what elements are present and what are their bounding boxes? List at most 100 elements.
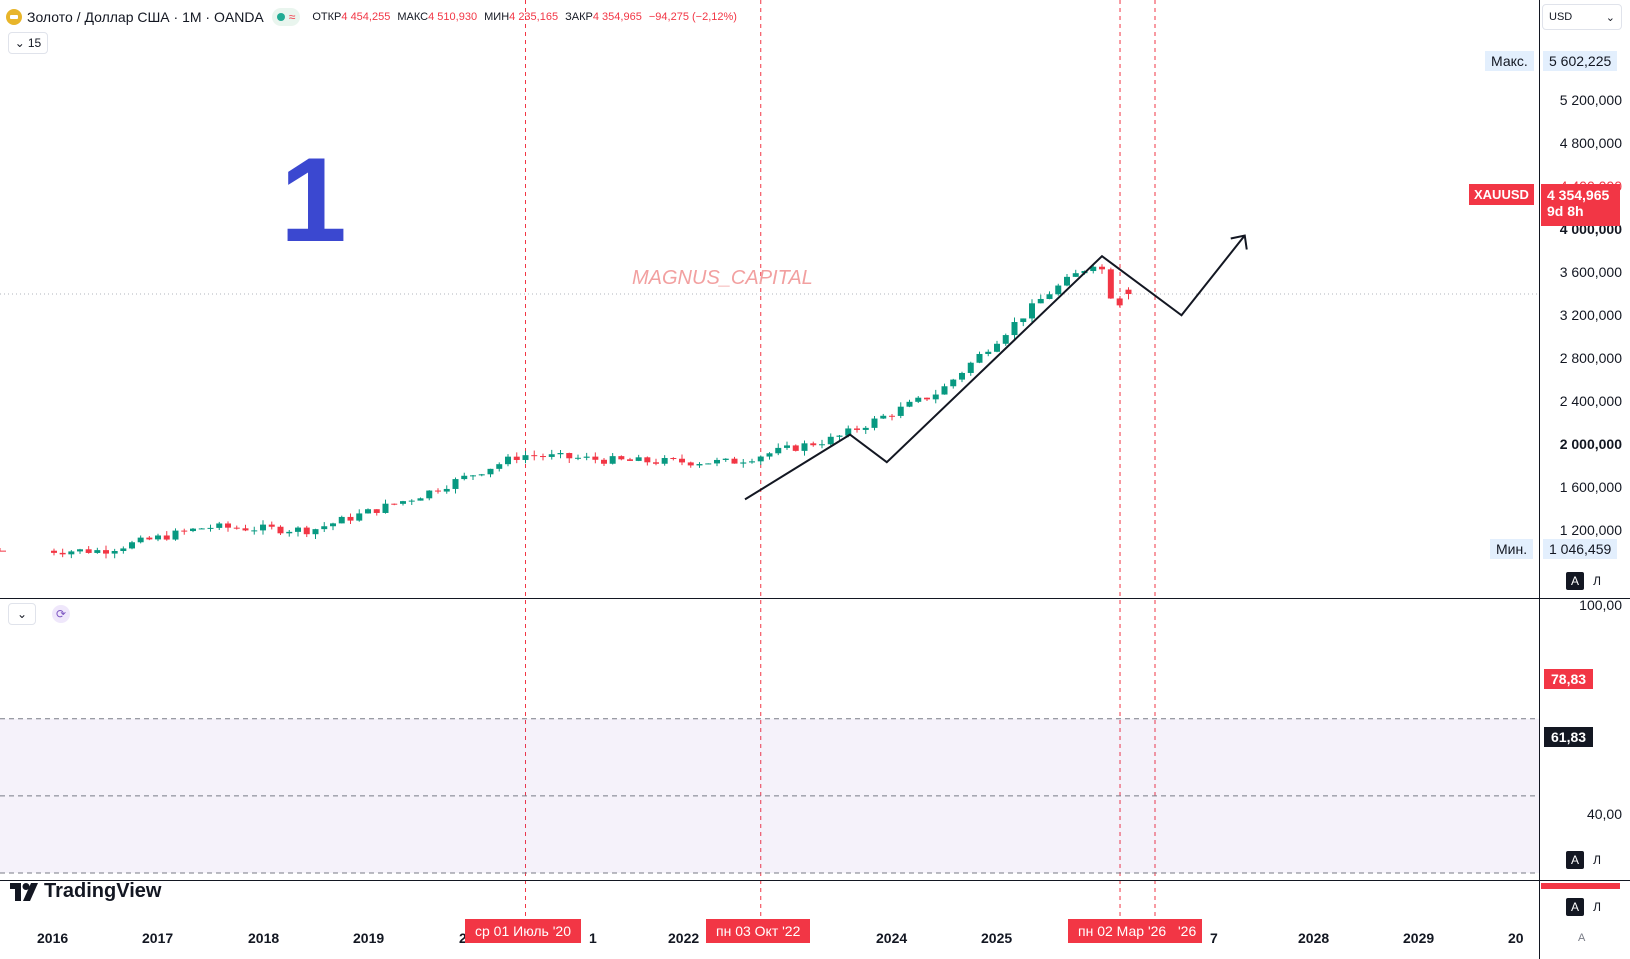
candle-body bbox=[836, 435, 843, 437]
candle-body bbox=[792, 445, 799, 451]
change-value: −94,275 (−2,12%) bbox=[648, 11, 737, 23]
candle-body bbox=[566, 453, 573, 459]
data-delay-icon: ≈ bbox=[288, 10, 296, 24]
symbol-price-tag: XAUUSD bbox=[1469, 184, 1534, 205]
candle-body bbox=[77, 549, 83, 552]
chart-canvas[interactable] bbox=[0, 0, 1540, 959]
price-tick: 1 200,000 bbox=[1559, 522, 1622, 538]
candle-body bbox=[915, 397, 922, 402]
rsi-collapse-button[interactable]: ⌄ bbox=[8, 603, 36, 625]
candle-body bbox=[757, 456, 764, 462]
candle-body bbox=[592, 456, 599, 460]
candles bbox=[0, 264, 1132, 559]
market-status-badge[interactable]: ≈ bbox=[271, 8, 301, 26]
candle-body bbox=[897, 406, 904, 416]
refresh-icon[interactable]: ⟳ bbox=[52, 605, 70, 623]
candle-body bbox=[1064, 276, 1070, 286]
year-tick: 2022 bbox=[668, 930, 700, 946]
candle-body bbox=[426, 490, 433, 499]
candle-body bbox=[242, 528, 249, 531]
candle-body bbox=[810, 443, 817, 446]
rsi-ma-value-tag: 78,83 bbox=[1544, 669, 1594, 689]
candle-body bbox=[461, 475, 468, 480]
candle-body bbox=[373, 509, 380, 513]
candle-body bbox=[452, 479, 459, 489]
rsi-auto-scale-button[interactable]: A bbox=[1566, 851, 1584, 869]
volume-log-scale-button[interactable]: Л bbox=[1593, 900, 1601, 914]
candle-body bbox=[225, 523, 231, 528]
candle-body bbox=[1116, 298, 1123, 306]
volume-auto-scale-button[interactable]: A bbox=[1566, 898, 1584, 916]
price-tick: 3 200,000 bbox=[1559, 307, 1622, 323]
candle-body bbox=[1055, 285, 1062, 295]
year-tick: 20 bbox=[1508, 930, 1524, 946]
watermark-text: MAGNUS_CAPITAL bbox=[632, 267, 813, 289]
candle-body bbox=[731, 458, 738, 464]
candle-body bbox=[59, 552, 66, 555]
candle-body bbox=[994, 343, 1000, 352]
year-tick: 2017 bbox=[142, 930, 174, 946]
year-tick: 2 bbox=[459, 930, 467, 946]
candle-body bbox=[303, 527, 310, 535]
pane-separator-2[interactable] bbox=[0, 880, 1630, 881]
low-value: 4 235,165 bbox=[509, 11, 559, 23]
candle-body bbox=[932, 394, 939, 400]
candle-body bbox=[661, 458, 668, 464]
log-scale-button[interactable]: Л bbox=[1593, 574, 1601, 588]
candle-body bbox=[635, 457, 642, 461]
rsi-log-scale-button[interactable]: Л bbox=[1593, 853, 1601, 867]
candle-body bbox=[618, 456, 625, 460]
candle-body bbox=[129, 542, 135, 549]
candle-body bbox=[941, 386, 948, 395]
indicator-count: 15 bbox=[27, 36, 42, 50]
close-value: 4 354,965 bbox=[592, 11, 642, 23]
candle-body bbox=[557, 453, 564, 455]
current-price-tag: 4 354,965 9d 8h bbox=[1541, 184, 1620, 226]
candle-body bbox=[609, 456, 616, 464]
indicators-collapse-button[interactable]: ⌄ 15 bbox=[8, 32, 48, 54]
candle-body bbox=[163, 535, 170, 540]
candle-body bbox=[862, 427, 869, 430]
cursor-date-tag: '26 bbox=[1172, 919, 1203, 943]
candle-body bbox=[233, 527, 240, 529]
candle-body bbox=[478, 474, 485, 476]
candle-body bbox=[1002, 335, 1009, 344]
candle-body bbox=[505, 456, 511, 465]
cursor-date-tag: пн 02 Мар '26 bbox=[1068, 919, 1177, 943]
wave-path bbox=[744, 234, 1246, 501]
symbol-title[interactable]: Золото / Доллар США · 1M · OANDA bbox=[27, 9, 264, 25]
bar-countdown: 9d 8h bbox=[1547, 203, 1584, 219]
auto-scale-button[interactable]: A bbox=[1566, 572, 1584, 590]
wave-label-1: 1 bbox=[280, 133, 347, 267]
candle-body bbox=[146, 537, 153, 540]
settings-corner-icon[interactable]: A bbox=[1578, 932, 1586, 944]
candle-body bbox=[286, 531, 293, 534]
candle-body bbox=[1029, 303, 1035, 319]
candle-body bbox=[347, 516, 354, 521]
candle-body bbox=[906, 401, 913, 407]
candle-body bbox=[356, 513, 363, 521]
candle-body bbox=[513, 456, 520, 460]
tradingview-logo[interactable]: TradingView bbox=[10, 880, 161, 903]
chevron-down-icon: ⌄ bbox=[14, 36, 25, 50]
candle-body bbox=[548, 454, 555, 457]
price-axis-border bbox=[1539, 0, 1540, 959]
candle-body bbox=[889, 415, 895, 417]
candle-body bbox=[94, 550, 101, 553]
pane-separator-1[interactable] bbox=[0, 598, 1630, 599]
year-tick: 7 bbox=[1210, 930, 1218, 946]
candle-body bbox=[696, 464, 703, 466]
candle-body bbox=[950, 379, 957, 387]
candle-body bbox=[198, 528, 205, 530]
candle-body bbox=[417, 498, 424, 501]
year-tick: 1 bbox=[589, 930, 597, 946]
high-label: МАКС bbox=[397, 11, 429, 23]
candle-body bbox=[268, 524, 275, 527]
year-tick: 2016 bbox=[37, 930, 69, 946]
candle-body bbox=[1020, 318, 1027, 323]
currency-select[interactable]: USD ⌄ bbox=[1542, 4, 1622, 30]
candle-body bbox=[714, 459, 720, 464]
chevron-down-icon: ⌄ bbox=[1605, 11, 1615, 24]
candle-body bbox=[260, 524, 266, 531]
current-price: 4 354,965 bbox=[1547, 187, 1610, 203]
